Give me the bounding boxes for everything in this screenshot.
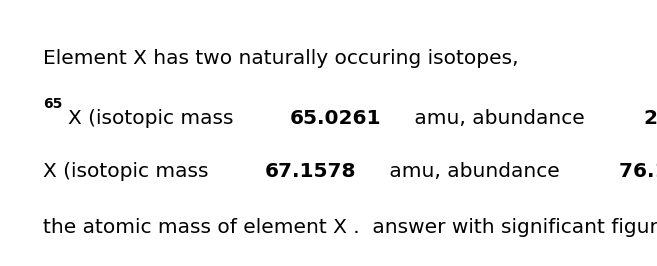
Text: Element X has two naturally occuring isotopes,: Element X has two naturally occuring iso… [43, 49, 518, 68]
Text: 23.86 %: 23.86 % [644, 109, 657, 128]
Text: amu, abundance: amu, abundance [382, 162, 566, 181]
Text: X (isotopic mass: X (isotopic mass [43, 162, 215, 181]
Text: 76.14 %: 76.14 % [619, 162, 657, 181]
Text: 65: 65 [43, 97, 62, 111]
Text: amu, abundance: amu, abundance [407, 109, 591, 128]
Text: X (isotopic mass: X (isotopic mass [68, 109, 240, 128]
Text: 67.1578: 67.1578 [265, 162, 356, 181]
Text: 65.0261: 65.0261 [290, 109, 381, 128]
Text: the atomic mass of element X .  answer with significant figures: the atomic mass of element X . answer wi… [43, 218, 657, 237]
